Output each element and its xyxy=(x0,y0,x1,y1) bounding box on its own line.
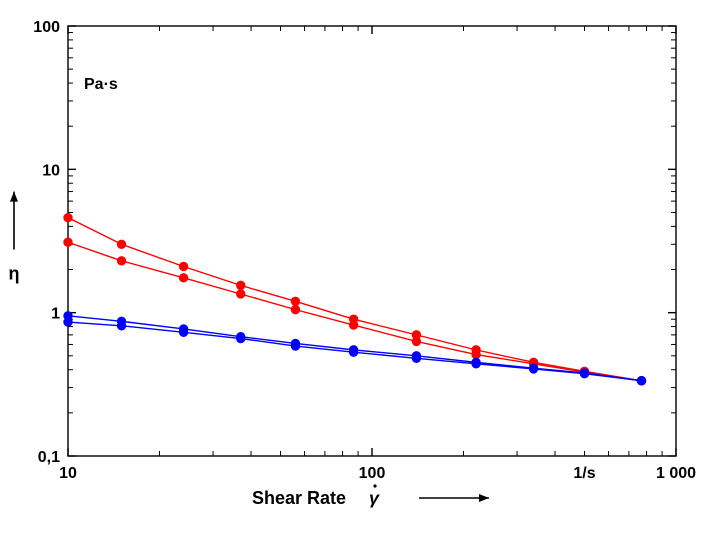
svg-text:0,1: 0,1 xyxy=(38,449,60,466)
svg-text:100: 100 xyxy=(33,19,60,36)
svg-text:η: η xyxy=(9,264,20,284)
viscosity-chart: 10 100 1 000 1/s 0,1 1 10 100 Pa·s Shear Rate γ η xyxy=(0,0,705,530)
svg-text:Shear Rate: Shear Rate xyxy=(252,488,346,508)
svg-text:Pa·s: Pa·s xyxy=(84,76,118,93)
svg-text:1/s: 1/s xyxy=(573,465,595,482)
svg-text:1: 1 xyxy=(51,306,60,323)
chart-svg: 10 100 1 000 1/s 0,1 1 10 100 Pa·s Shear Rate γ η xyxy=(0,0,705,530)
svg-text:10: 10 xyxy=(59,465,77,482)
svg-text:10: 10 xyxy=(42,162,60,179)
svg-text:100: 100 xyxy=(359,465,386,482)
svg-text:γ: γ xyxy=(369,488,380,508)
svg-text:1 000: 1 000 xyxy=(656,465,696,482)
